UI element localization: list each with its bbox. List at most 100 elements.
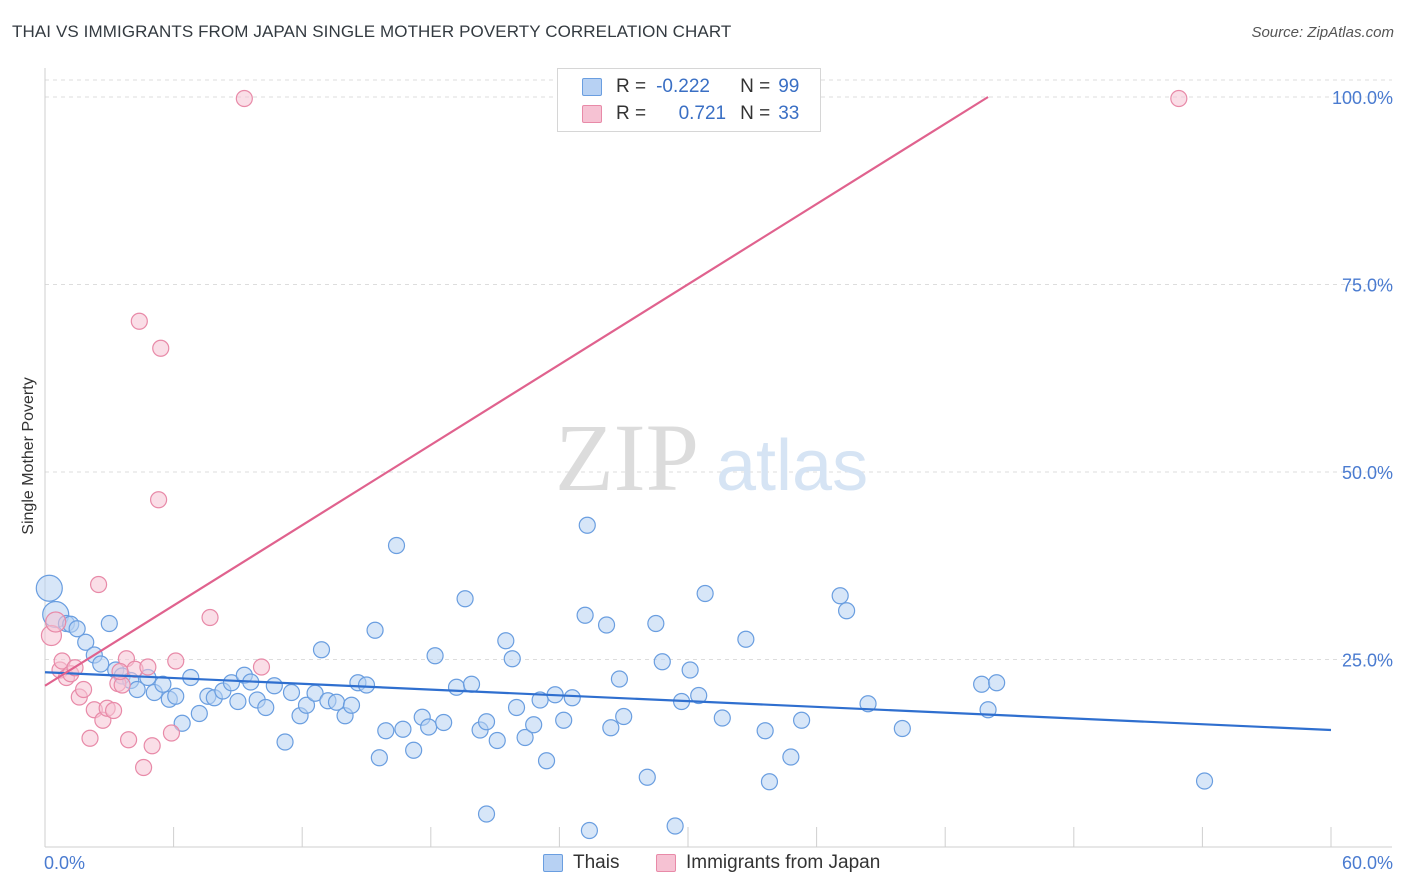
legend-n-label-2: N =	[740, 103, 771, 124]
japan-point	[201, 608, 219, 627]
thais-point	[638, 768, 656, 786]
thais-point	[35, 574, 63, 602]
thais-point	[229, 692, 247, 711]
y-tick-label-0: 25.0%	[1342, 651, 1393, 671]
japan-point	[152, 339, 170, 357]
thais-point	[420, 718, 438, 736]
chart-title: THAI VS IMMIGRANTS FROM JAPAN SINGLE MOT…	[12, 22, 732, 41]
thais-point	[68, 620, 86, 638]
y-tick-labels: 25.0% 50.0% 75.0% 100.0%	[1332, 88, 1393, 671]
thais-point	[681, 661, 699, 679]
thais-point	[456, 590, 474, 608]
japan-point	[74, 680, 93, 699]
thais-point	[100, 614, 118, 633]
thais-point	[597, 616, 616, 634]
thais-point	[366, 621, 384, 639]
thais-point	[405, 741, 423, 759]
thais-point	[576, 606, 594, 624]
thais-point	[713, 709, 731, 727]
y-tick-label-3: 100.0%	[1332, 88, 1393, 108]
thais-point	[578, 516, 596, 534]
legend-r-label-1: R =	[616, 76, 647, 97]
legend-n-value-2: 33	[778, 103, 800, 124]
watermark-atlas: atlas	[716, 426, 868, 506]
thais-point	[426, 647, 444, 665]
thais-point	[525, 716, 543, 734]
japan-point	[81, 729, 99, 747]
watermark-zip: ZIP	[555, 404, 699, 511]
thais-point	[377, 722, 395, 740]
bottom-legend-thais: Thais	[543, 852, 619, 874]
japan-point	[89, 575, 108, 594]
thais-point	[173, 714, 191, 732]
thais-point	[265, 677, 283, 695]
legend-r-label-2: R =	[616, 103, 647, 124]
y-axis-label: Single Mother Poverty	[20, 377, 37, 534]
thais-point	[602, 719, 620, 737]
thais-point	[370, 749, 388, 767]
thais-point	[167, 687, 185, 705]
japan-point	[167, 652, 185, 670]
japan-point	[252, 658, 271, 676]
thais-point	[447, 678, 466, 696]
japan-point	[45, 611, 67, 633]
japan-point	[143, 737, 161, 755]
japan-point	[119, 731, 138, 749]
legend-r-value-1: -0.222	[656, 76, 710, 97]
source-label: Source: ZipAtlas.com	[1251, 24, 1394, 41]
thais-point	[610, 670, 629, 688]
japan-point	[235, 89, 253, 108]
japan-point	[134, 758, 153, 777]
gridlines	[45, 79, 1392, 660]
thais-point	[503, 650, 521, 668]
japan-point	[104, 701, 123, 720]
thais-point	[77, 633, 95, 651]
japan-point	[139, 658, 157, 676]
thais-points	[35, 516, 1214, 840]
thais-point	[394, 720, 412, 738]
thais-point	[462, 675, 481, 693]
thais-legend-label: Thais	[573, 852, 620, 873]
thais-point	[1195, 772, 1214, 790]
thais-point	[666, 817, 684, 835]
thais-point	[893, 719, 911, 738]
thais-point	[477, 805, 496, 823]
x-tick-labels: 0.0% 60.0%	[44, 853, 1393, 873]
axes	[44, 68, 1392, 848]
thais-legend-swatch	[543, 854, 563, 872]
japan-point	[111, 662, 129, 681]
thais-point	[537, 752, 556, 770]
thais-point	[477, 713, 496, 731]
japan-point	[162, 724, 181, 742]
thais-swatch	[582, 78, 602, 96]
thais-point	[357, 676, 376, 694]
thais-point	[647, 614, 665, 633]
watermark: ZIP atlas	[555, 404, 868, 511]
thais-point	[696, 584, 714, 603]
correlation-legend: R = -0.222 N = 99 R = 0.721 N = 33	[557, 68, 821, 132]
thais-point	[297, 696, 316, 714]
japan-points	[40, 89, 1188, 777]
legend-row-thais: R = -0.222 N = 99	[582, 76, 799, 98]
legend-row-japan: R = 0.721 N = 33	[582, 103, 799, 125]
thais-point	[555, 711, 573, 729]
thais-point	[988, 674, 1006, 692]
thais-point	[497, 632, 515, 650]
thais-point	[859, 695, 877, 713]
thais-point	[756, 722, 774, 740]
thais-point	[507, 698, 526, 717]
thais-point	[312, 641, 331, 659]
legend-r-value-2: 0.721	[678, 103, 727, 124]
thais-trend-line	[44, 671, 1332, 732]
thais-point	[653, 653, 671, 671]
thais-point	[973, 675, 991, 693]
thais-point	[154, 675, 172, 693]
thais-point	[435, 713, 453, 732]
japan-trend-line	[44, 96, 989, 687]
japan-legend-label: Immigrants from Japan	[686, 852, 881, 873]
thais-point	[342, 696, 361, 714]
thais-point	[792, 711, 811, 729]
japan-point	[149, 491, 168, 509]
x-tick-label-min: 0.0%	[44, 853, 85, 873]
